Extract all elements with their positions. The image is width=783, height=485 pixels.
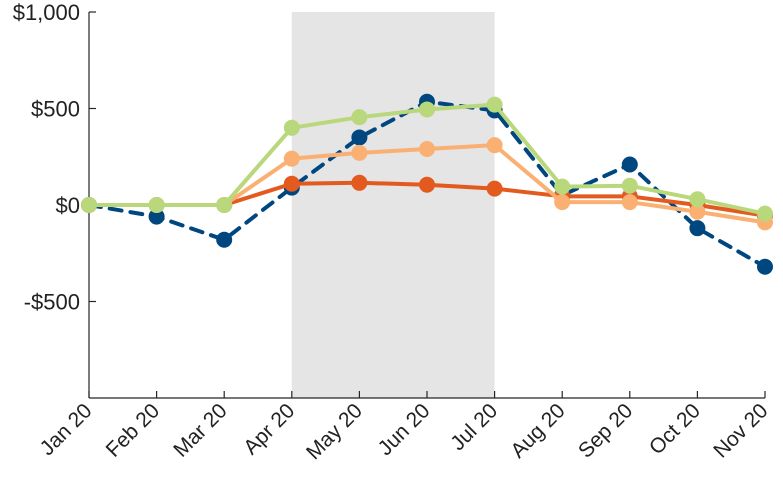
shaded-period — [291, 12, 495, 398]
x-tick-label: Mar 20 — [169, 399, 231, 461]
y-tick-label: -$500 — [24, 290, 80, 315]
series-point — [351, 174, 368, 191]
x-tick-labels: Jan 20 Feb 20 Mar 20 Apr 20 May 20 Jun 20 Jul … — [36, 399, 773, 464]
series-point — [486, 96, 503, 113]
series-point — [216, 197, 233, 213]
series-point — [757, 205, 773, 222]
series-point — [621, 194, 638, 211]
series-point — [419, 101, 435, 118]
series-point — [283, 119, 300, 136]
y-tick-label: $500 — [31, 97, 80, 122]
series-point — [554, 194, 571, 211]
series-point — [351, 129, 368, 146]
series-4 — [81, 96, 773, 222]
x-tick-label: Oct 20 — [645, 399, 705, 459]
series-point — [757, 258, 773, 275]
series-point — [283, 150, 300, 167]
x-tick-label: Sep 20 — [574, 399, 637, 462]
x-tick-label: Jan 20 — [36, 399, 97, 460]
series-point — [689, 220, 706, 237]
x-tick-label: Nov 20 — [709, 399, 772, 462]
series-point — [216, 231, 233, 248]
series-point — [81, 197, 97, 213]
series-point — [621, 177, 638, 194]
series-point — [419, 141, 435, 158]
x-tick-label: Feb 20 — [102, 399, 165, 462]
x-tick-label: Aug 20 — [506, 399, 569, 462]
series-point — [621, 156, 638, 173]
series-layer — [81, 93, 773, 275]
x-tick-label: Jun 20 — [374, 399, 435, 460]
x-tick-label: Jul 20 — [446, 399, 502, 455]
x-tick-label: Apr 20 — [239, 399, 299, 459]
series-point — [351, 144, 368, 161]
series-point — [148, 197, 165, 213]
series-point — [486, 137, 503, 154]
x-tick-label: May 20 — [302, 399, 367, 464]
series-point — [148, 208, 165, 225]
series-point — [283, 175, 300, 192]
series-point — [351, 109, 368, 126]
series-point — [419, 176, 435, 193]
y-tick-label: $1,000 — [13, 0, 80, 25]
series-point — [689, 203, 706, 220]
series-point — [689, 191, 706, 208]
y-tick-labels: $1,000 $500 $0 -$500 — [13, 0, 80, 315]
series-point — [554, 178, 571, 195]
y-tick-label: $0 — [56, 193, 80, 218]
series-point — [486, 180, 503, 197]
